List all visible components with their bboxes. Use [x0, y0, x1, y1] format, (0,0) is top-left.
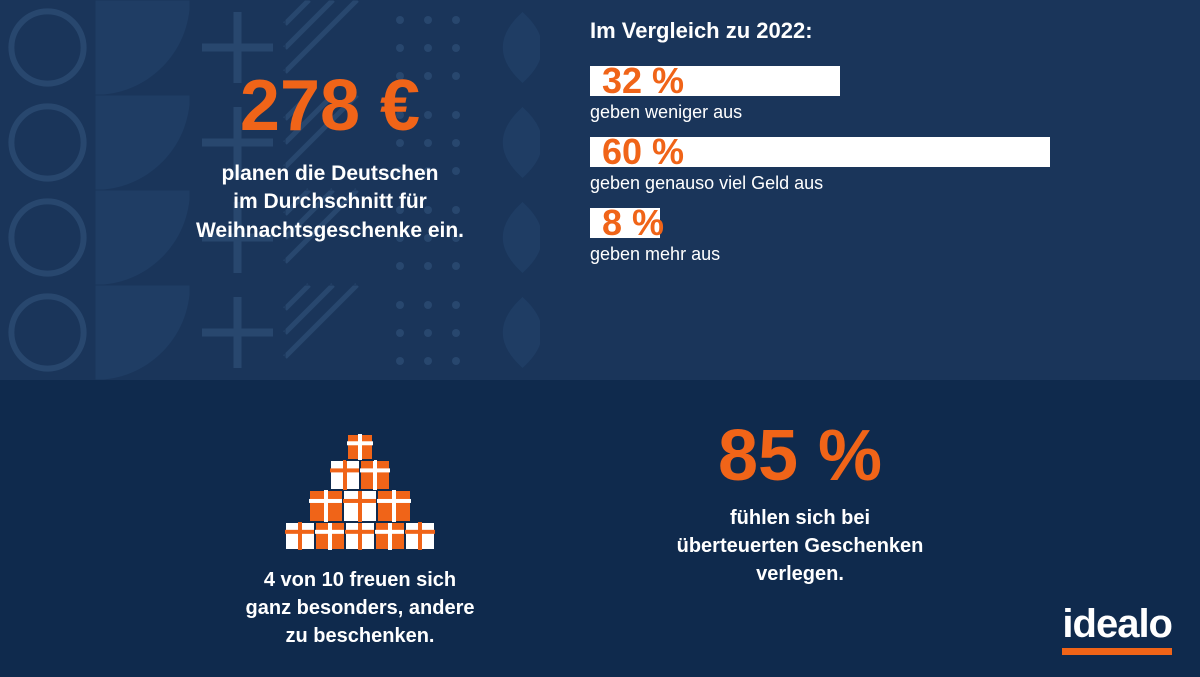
bar-track: 60 % — [590, 137, 1150, 167]
bars-container: 32 %geben weniger aus60 %geben genauso v… — [590, 66, 1150, 265]
logo-underline — [1062, 648, 1172, 655]
bar-sublabel: geben mehr aus — [590, 244, 1150, 265]
bar-percent-label: 32 % — [602, 60, 684, 102]
logo-text: idealo — [1062, 604, 1172, 644]
bar-track: 8 % — [590, 208, 1150, 238]
bar-row-2: 8 % geben mehr aus — [590, 208, 1150, 265]
bottom-section: 4 von 10 freuen sichganz besonders, ande… — [0, 380, 1200, 677]
bar-row-1: 60 % geben genauso viel Geld aus — [590, 137, 1150, 194]
percentage-value: 85 % — [620, 420, 980, 492]
bar-track: 32 % — [590, 66, 1150, 96]
bar-percent-label: 8 % — [602, 202, 664, 244]
bar-sublabel: geben weniger aus — [590, 102, 1150, 123]
bar-percent-label: 60 % — [602, 131, 684, 173]
gifts-icon — [270, 400, 450, 550]
gifts-text: 4 von 10 freuen sichganz besonders, ande… — [200, 566, 520, 650]
percentage-subtitle: fühlen sich beiüberteuerten Geschenkenve… — [620, 504, 980, 588]
headline-stat: 278 € planen die Deutschenim Durchschnit… — [120, 70, 540, 245]
bar-row-0: 32 % geben weniger aus — [590, 66, 1150, 123]
headline-value: 278 € — [120, 70, 540, 142]
gifts-block: 4 von 10 freuen sichganz besonders, ande… — [200, 400, 520, 650]
bar-sublabel: geben genauso viel Geld aus — [590, 173, 1150, 194]
infographic-root: 278 € planen die Deutschenim Durchschnit… — [0, 0, 1200, 677]
comparison-title: Im Vergleich zu 2022: — [590, 18, 1150, 44]
top-section: 278 € planen die Deutschenim Durchschnit… — [0, 0, 1200, 380]
percentage-block: 85 % fühlen sich beiüberteuerten Geschen… — [620, 420, 980, 588]
headline-subtitle: planen die Deutschenim Durchschnitt fürW… — [120, 160, 540, 245]
comparison-block: Im Vergleich zu 2022: 32 %geben weniger … — [590, 18, 1150, 279]
brand-logo: idealo — [1062, 604, 1172, 655]
